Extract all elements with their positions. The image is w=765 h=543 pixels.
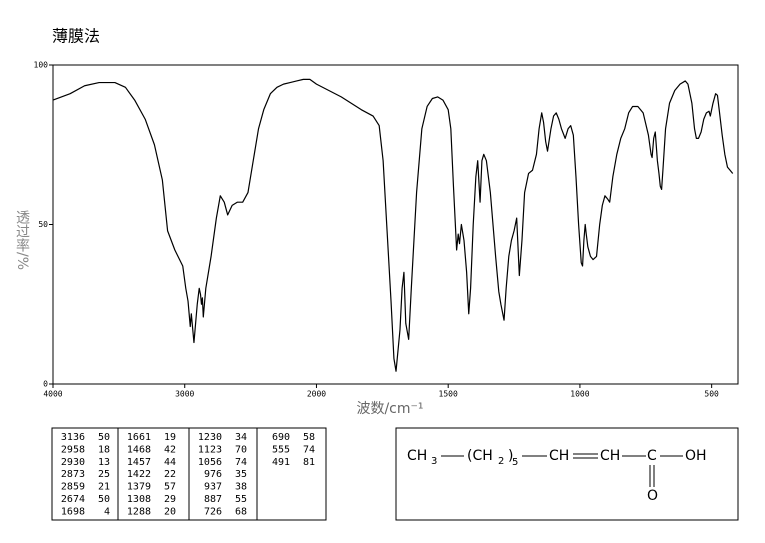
- peak-wavenumber: 1698: [61, 506, 85, 517]
- peak-wavenumber: 1123: [198, 444, 222, 455]
- peak-wavenumber: 1457: [127, 457, 151, 468]
- peak-wavenumber: 690: [272, 432, 290, 443]
- peak-wavenumber: 1422: [127, 469, 151, 480]
- peak-transmittance: 55: [235, 494, 247, 505]
- peak-transmittance: 38: [235, 482, 247, 493]
- x-tick-label: 2000: [307, 390, 326, 399]
- peak-wavenumber: 1379: [127, 482, 151, 493]
- peak-wavenumber: 3136: [61, 432, 85, 443]
- peak-wavenumber: 2873: [61, 469, 85, 480]
- peak-wavenumber: 887: [204, 494, 222, 505]
- peak-transmittance: 50: [98, 494, 110, 505]
- formula-subscript: 5: [512, 457, 518, 468]
- plot-frame: [52, 64, 739, 385]
- peak-wavenumber: 1288: [127, 506, 151, 517]
- peak-wavenumber: 1661: [127, 432, 151, 443]
- peak-transmittance: 58: [303, 432, 315, 443]
- x-tick-label: 1000: [570, 390, 589, 399]
- formula-text: OH: [685, 448, 707, 464]
- peak-transmittance: 13: [98, 457, 110, 468]
- formula-text: ): [508, 448, 513, 464]
- peak-transmittance: 29: [164, 494, 176, 505]
- peak-wavenumber: 491: [272, 457, 290, 468]
- y-tick-label: 50: [38, 220, 48, 229]
- peak-transmittance: 42: [164, 444, 176, 455]
- x-tick-label: 1500: [439, 390, 458, 399]
- formula-text: O: [647, 488, 658, 504]
- spectrum-line: [52, 78, 734, 372]
- peak-transmittance: 19: [164, 432, 176, 443]
- peak-wavenumber: 937: [204, 482, 222, 493]
- peak-transmittance: 70: [235, 444, 247, 455]
- peak-transmittance: 34: [235, 432, 247, 443]
- structure-box: [395, 427, 739, 521]
- formula-text: (CH: [467, 448, 493, 464]
- x-tick-label: 4000: [43, 390, 62, 399]
- chart-title: 薄膜法: [52, 27, 100, 46]
- x-tick-label: 3000: [175, 390, 194, 399]
- y-axis-label: 透过率/%: [14, 210, 30, 270]
- peak-wavenumber: 1468: [127, 444, 151, 455]
- peak-transmittance: 74: [235, 457, 247, 468]
- peak-wavenumber: 1230: [198, 432, 222, 443]
- peak-transmittance: 74: [303, 444, 315, 455]
- peak-transmittance: 25: [98, 469, 110, 480]
- peak-wavenumber: 555: [272, 444, 290, 455]
- peak-wavenumber: 2958: [61, 444, 85, 455]
- peak-wavenumber: 2930: [61, 457, 85, 468]
- y-tick-label: 0: [43, 380, 48, 389]
- peak-transmittance: 18: [98, 444, 110, 455]
- x-tick-label: 500: [704, 390, 719, 399]
- peak-transmittance: 57: [164, 482, 176, 493]
- peak-wavenumber: 1056: [198, 457, 222, 468]
- peak-transmittance: 44: [164, 457, 176, 468]
- peak-transmittance: 22: [164, 469, 176, 480]
- y-tick-label: 100: [34, 61, 49, 70]
- formula-subscript: 2: [498, 456, 504, 467]
- peak-transmittance: 21: [98, 482, 110, 493]
- formula-subscript: 3: [431, 456, 437, 467]
- peak-transmittance: 20: [164, 506, 176, 517]
- structure: [441, 453, 683, 487]
- peak-transmittance: 35: [235, 469, 247, 480]
- formula-text: CH: [549, 448, 569, 464]
- peak-wavenumber: 726: [204, 506, 222, 517]
- formula-text: CH: [407, 448, 427, 464]
- peak-transmittance: 68: [235, 506, 247, 517]
- formula-text: C: [647, 448, 657, 464]
- peak-wavenumber: 2674: [61, 494, 85, 505]
- peak-wavenumber: 1308: [127, 494, 151, 505]
- peak-transmittance: 50: [98, 432, 110, 443]
- peak-transmittance: 81: [303, 457, 315, 468]
- formula-text: CH: [600, 448, 620, 464]
- peak-wavenumber: 2859: [61, 482, 85, 493]
- x-axis-label: 波数/cm⁻¹: [356, 401, 423, 417]
- peak-transmittance: 4: [104, 506, 110, 517]
- peak-wavenumber: 976: [204, 469, 222, 480]
